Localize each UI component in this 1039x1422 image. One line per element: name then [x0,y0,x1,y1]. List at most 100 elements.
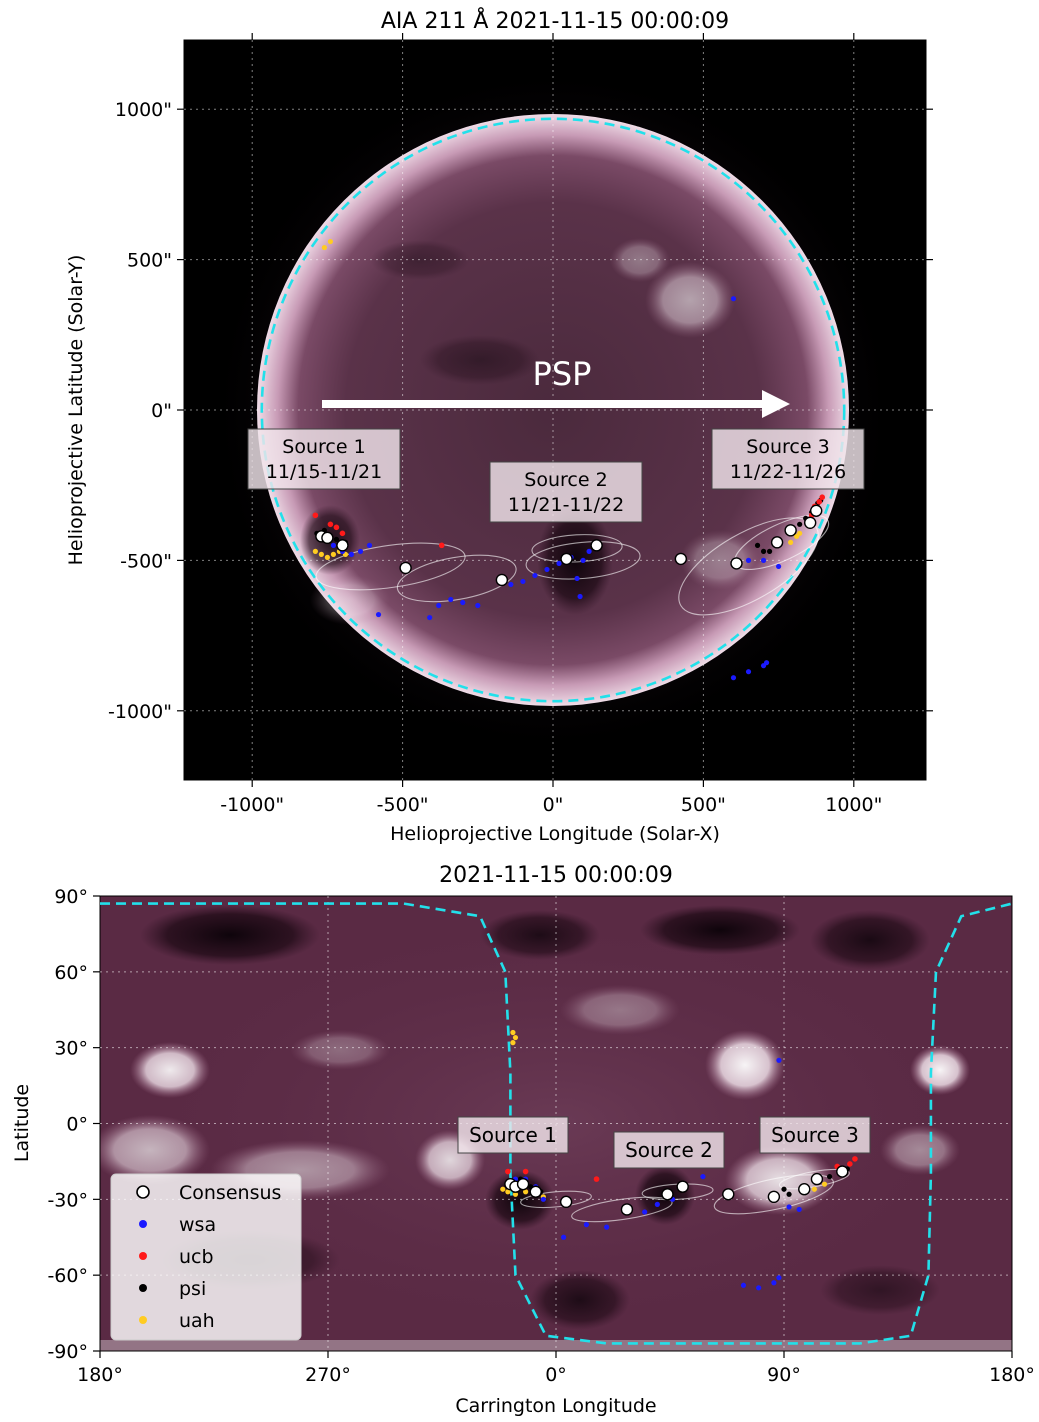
map-wsa-point-7 [642,1209,648,1215]
wsa-point-25 [763,660,770,666]
map-y-tick-label-4: -30° [47,1189,88,1211]
map-uah-point-7 [512,1034,519,1041]
wsa-point-19 [586,548,592,554]
ucb-point-7 [819,494,826,501]
panel2-points [500,1029,858,1291]
uah-point-3 [330,551,337,557]
legend-wsa-marker [139,1220,147,1228]
source-ellipse-4 [678,517,819,616]
source-3-box: Source 3 11/22-11/26 [711,428,865,490]
y-tick-label-1: 500" [127,250,172,272]
consensus-point-12 [810,504,823,517]
x-tick-label-1: -500" [377,794,429,816]
source-1-box: Source 1 11/15-11/21 [247,428,401,490]
map-wsa-point-15 [786,1204,792,1210]
psp-label: PSP [533,355,592,393]
map-y-tick-label-1: 60° [54,962,88,984]
wsa-point-3 [348,551,355,557]
map-panel: 2021-11-15 00:00:09 [11,863,1035,1417]
map-uah-point-10 [821,1181,828,1187]
uah-point-1 [318,551,324,557]
ucb-point-3 [339,530,346,537]
wsa-point-14 [532,572,538,579]
wsa-point-22 [730,675,737,681]
legend-uah-label: uah [179,1310,215,1332]
uah-point-2 [324,554,330,560]
source-1-dates: 11/15-11/21 [266,461,382,483]
source-2-box: Source 2 11/21-11/22 [489,461,643,523]
legend-psi-label: psi [179,1278,206,1300]
ucb-point-2 [333,524,340,531]
map-ucb-point-1 [522,1168,529,1175]
panel1-xlabel: Helioprojective Longitude (Solar-X) [390,823,720,845]
consensus-point-4 [495,573,509,587]
psi-point-12 [766,548,773,554]
map-wsa-point-16 [796,1206,802,1213]
map-source-ellipse-4 [778,1168,850,1190]
map-source-3-box: Source 3 [759,1116,871,1154]
source-2-name: Source 2 [524,469,607,491]
map-x-tick-label-4: 180° [989,1364,1035,1386]
map-wsa-point-13 [771,1280,777,1286]
wsa-point-20 [574,575,580,582]
consensus-point-7 [674,552,688,566]
map-source-2-box: Source 2 [613,1131,725,1169]
panel2-ticks: 180° 270° 0° 90° 180° 90° 60° 30° 0° -30° -60° -90° [47,886,1034,1386]
y-tick-label-3: -500" [120,550,172,572]
x-tick-label-0: -1000" [220,794,284,816]
psi-point-5 [797,521,803,527]
map-x-tick-label-3: 90° [767,1364,801,1386]
consensus-point-2 [336,539,349,552]
legend: Consensus wsa ucb psi uah [110,1173,302,1341]
map-wsa-point-11 [740,1282,747,1288]
map-uah-point-9 [811,1186,818,1192]
wsa-point-13 [520,578,526,585]
uah-point-7 [327,238,334,245]
map-ucb-point-0 [505,1168,511,1175]
uah-point-0 [312,548,318,554]
x-tick-label-3: 500" [681,794,726,816]
map-wsa-point-12 [756,1285,762,1291]
map-uah-point-2 [512,1191,519,1197]
map-wsa-point-8 [654,1201,660,1207]
map-ucb-point-5 [852,1156,858,1162]
map-consensus-point-11 [810,1172,824,1186]
map-y-tick-label-6: -90° [47,1341,88,1363]
consensus-point-11 [803,516,817,529]
panel2-ylabel: Latitude [11,1084,33,1162]
map-y-tick-label-0: 90° [54,886,88,908]
wsa-point-27 [745,557,752,564]
map-source-1-box: Source 1 [457,1116,569,1154]
consensus-point-5 [560,552,573,566]
wsa-point-4 [357,548,364,554]
map-x-tick-label-0: 180° [77,1364,123,1386]
uah-point-10 [797,530,803,536]
ucb-point-4 [438,542,445,549]
source-3-name: Source 3 [746,436,829,458]
disk-panel: AIA 211 Å 2021-11-15 00:00:09 PSP [65,7,933,845]
map-y-tick-label-3: 0° [66,1114,88,1136]
ucb-point-6 [816,498,823,505]
map-consensus-point-8 [722,1188,735,1201]
map-consensus-point-6 [661,1188,674,1201]
wsa-point-15 [544,566,550,573]
map-source-ellipse-3 [713,1174,834,1215]
consensus-point-1 [321,531,334,545]
ucb-point-1 [327,521,334,528]
map-wsa-point-17 [776,1057,782,1063]
map-consensus-point-3 [529,1185,542,1198]
map-consensus-point-9 [767,1190,781,1204]
map-source-ellipse-1 [571,1196,673,1223]
map-ucb-point-2 [593,1176,600,1182]
map-consensus-point-12 [836,1165,849,1178]
panel2-title: 2021-11-15 00:00:09 [439,863,673,888]
map-uah-point-1 [505,1189,511,1195]
uah-point-6 [321,244,327,251]
wsa-point-6 [375,611,382,618]
panel1-title: AIA 211 Å 2021-11-15 00:00:09 [381,7,729,34]
map-wsa-point-5 [583,1222,590,1228]
legend-psi-marker [139,1284,147,1292]
legend-ucb-marker [139,1252,147,1260]
wsa-point-11 [475,602,481,609]
